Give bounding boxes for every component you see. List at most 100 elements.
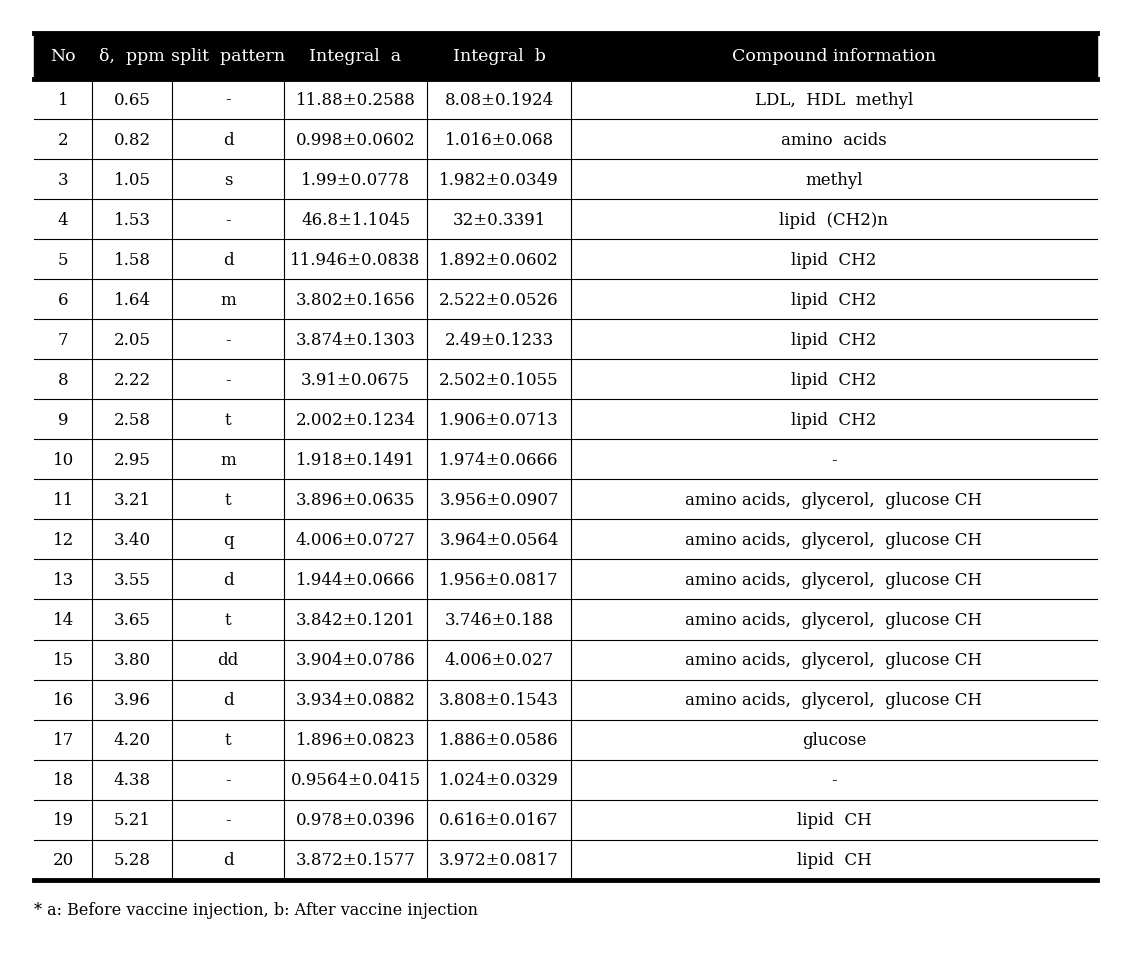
Text: 10: 10 <box>52 452 74 468</box>
Text: d: d <box>223 251 233 268</box>
Text: 0.82: 0.82 <box>114 132 150 148</box>
Text: lipid  CH2: lipid CH2 <box>792 331 877 349</box>
Text: 3.21: 3.21 <box>114 491 150 509</box>
Text: 2.05: 2.05 <box>114 331 150 349</box>
Text: lipid  CH2: lipid CH2 <box>792 371 877 389</box>
Text: 3.934±0.0882: 3.934±0.0882 <box>295 691 415 708</box>
Text: 3.904±0.0786: 3.904±0.0786 <box>295 651 415 669</box>
Text: 2.22: 2.22 <box>114 371 150 389</box>
Text: 4.38: 4.38 <box>114 771 150 789</box>
Text: 2.522±0.0526: 2.522±0.0526 <box>439 292 559 308</box>
Text: 8: 8 <box>58 371 69 389</box>
Text: 32±0.3391: 32±0.3391 <box>452 211 546 229</box>
Text: 1.99±0.0778: 1.99±0.0778 <box>301 172 411 188</box>
Text: 0.978±0.0396: 0.978±0.0396 <box>295 811 415 828</box>
Text: m: m <box>221 292 236 308</box>
Text: glucose: glucose <box>802 732 866 748</box>
Text: 3.96: 3.96 <box>114 691 150 708</box>
Text: -: - <box>831 771 837 789</box>
Text: 0.9564±0.0415: 0.9564±0.0415 <box>291 771 421 789</box>
Text: -: - <box>225 331 231 349</box>
Text: Compound information: Compound information <box>732 48 936 65</box>
Text: δ,  ppm: δ, ppm <box>100 48 165 65</box>
Text: 14: 14 <box>52 611 74 628</box>
Text: amino acids,  glycerol,  glucose CH: amino acids, glycerol, glucose CH <box>685 651 983 669</box>
Text: 1.05: 1.05 <box>114 172 150 188</box>
Text: 2.58: 2.58 <box>114 412 150 428</box>
Text: 11.88±0.2588: 11.88±0.2588 <box>295 91 415 109</box>
Text: lipid  CH2: lipid CH2 <box>792 292 877 308</box>
Text: 3.896±0.0635: 3.896±0.0635 <box>296 491 415 509</box>
Text: 16: 16 <box>53 691 74 708</box>
Text: methyl: methyl <box>805 172 863 188</box>
Text: t: t <box>225 611 231 628</box>
Text: 1.58: 1.58 <box>114 251 150 268</box>
Text: 1: 1 <box>58 91 69 109</box>
Text: 3.802±0.1656: 3.802±0.1656 <box>295 292 415 308</box>
Text: lipid  CH: lipid CH <box>796 811 871 828</box>
Text: amino acids,  glycerol,  glucose CH: amino acids, glycerol, glucose CH <box>685 691 983 708</box>
Text: 1.016±0.068: 1.016±0.068 <box>444 132 553 148</box>
Text: 3.964±0.0564: 3.964±0.0564 <box>439 531 559 548</box>
Text: -: - <box>225 811 231 828</box>
Text: 1.906±0.0713: 1.906±0.0713 <box>439 412 559 428</box>
Text: 1.64: 1.64 <box>114 292 150 308</box>
Text: 2.95: 2.95 <box>114 452 150 468</box>
Text: amino acids,  glycerol,  glucose CH: amino acids, glycerol, glucose CH <box>685 611 983 628</box>
Text: 3.65: 3.65 <box>114 611 150 628</box>
Text: 15: 15 <box>53 651 74 669</box>
Text: 0.65: 0.65 <box>114 91 150 109</box>
Text: 3.80: 3.80 <box>114 651 150 669</box>
Text: 46.8±1.1045: 46.8±1.1045 <box>301 211 411 229</box>
Text: -: - <box>225 211 231 229</box>
Text: 20: 20 <box>52 852 74 868</box>
Text: 3.746±0.188: 3.746±0.188 <box>444 611 554 628</box>
Text: 9: 9 <box>58 412 68 428</box>
Text: Integral  b: Integral b <box>452 48 545 65</box>
Text: 1.944±0.0666: 1.944±0.0666 <box>296 572 415 588</box>
Text: 2.002±0.1234: 2.002±0.1234 <box>295 412 415 428</box>
Text: d: d <box>223 691 233 708</box>
Text: 3.40: 3.40 <box>114 531 150 548</box>
Text: 3.808±0.1543: 3.808±0.1543 <box>439 691 559 708</box>
Text: 2.502±0.1055: 2.502±0.1055 <box>439 371 559 389</box>
Text: 5.21: 5.21 <box>114 811 150 828</box>
Text: lipid  CH: lipid CH <box>796 852 871 868</box>
Text: t: t <box>225 491 231 509</box>
Text: 8.08±0.1924: 8.08±0.1924 <box>444 91 554 109</box>
Text: lipid  (CH2)n: lipid (CH2)n <box>779 211 889 229</box>
Text: -: - <box>225 371 231 389</box>
Text: 5.28: 5.28 <box>114 852 150 868</box>
Text: 3.842±0.1201: 3.842±0.1201 <box>295 611 415 628</box>
Text: 1.886±0.0586: 1.886±0.0586 <box>439 732 559 748</box>
Text: split  pattern: split pattern <box>171 48 285 65</box>
Text: 1.024±0.0329: 1.024±0.0329 <box>439 771 559 789</box>
Text: d: d <box>223 852 233 868</box>
Text: 19: 19 <box>53 811 74 828</box>
Text: lipid  CH2: lipid CH2 <box>792 251 877 268</box>
Text: 1.896±0.0823: 1.896±0.0823 <box>295 732 415 748</box>
Text: amino acids,  glycerol,  glucose CH: amino acids, glycerol, glucose CH <box>685 531 983 548</box>
Text: amino acids,  glycerol,  glucose CH: amino acids, glycerol, glucose CH <box>685 572 983 588</box>
Text: Integral  a: Integral a <box>310 48 402 65</box>
Text: -: - <box>831 452 837 468</box>
Text: 18: 18 <box>52 771 74 789</box>
Text: 3.55: 3.55 <box>114 572 150 588</box>
Text: m: m <box>221 452 236 468</box>
Text: 17: 17 <box>52 732 74 748</box>
Text: 5: 5 <box>58 251 68 268</box>
Text: 3: 3 <box>58 172 69 188</box>
Text: 4.006±0.027: 4.006±0.027 <box>444 651 554 669</box>
Text: 1.974±0.0666: 1.974±0.0666 <box>439 452 559 468</box>
Text: 4.006±0.0727: 4.006±0.0727 <box>295 531 415 548</box>
Text: 1.892±0.0602: 1.892±0.0602 <box>439 251 559 268</box>
Text: t: t <box>225 732 231 748</box>
Text: q: q <box>223 531 233 548</box>
Text: 4: 4 <box>58 211 69 229</box>
Text: No: No <box>51 48 76 65</box>
Text: 1.53: 1.53 <box>114 211 150 229</box>
Text: dd: dd <box>217 651 239 669</box>
Text: t: t <box>225 412 231 428</box>
Text: 1.956±0.0817: 1.956±0.0817 <box>439 572 559 588</box>
Text: 7: 7 <box>58 331 69 349</box>
